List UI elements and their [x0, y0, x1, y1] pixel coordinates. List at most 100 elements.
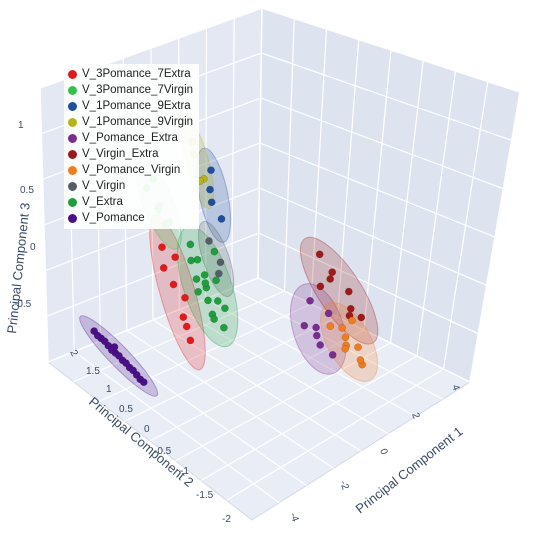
data-point — [341, 344, 350, 353]
data-point — [139, 378, 148, 387]
data-point — [328, 351, 337, 359]
data-point — [338, 324, 346, 332]
grid-line — [204, 27, 208, 300]
data-point — [100, 337, 109, 346]
data-point — [187, 256, 195, 265]
data-point — [326, 322, 335, 330]
data-point — [206, 185, 214, 194]
data-point — [110, 343, 119, 351]
legend-label: V_Extra — [82, 196, 123, 208]
x-tick-label: -4 — [287, 511, 301, 524]
grid-line — [226, 368, 444, 501]
data-point — [216, 258, 225, 267]
data-point — [315, 250, 324, 259]
grid-line — [363, 49, 392, 331]
data-point — [93, 331, 102, 340]
data-point — [115, 352, 123, 360]
data-point — [200, 271, 209, 279]
data-point — [306, 296, 314, 305]
z-tick-label: 0.5 — [20, 185, 34, 196]
data-point — [312, 331, 321, 340]
data-point — [326, 275, 335, 283]
data-point — [328, 268, 337, 277]
legend-label: V_Virgin — [82, 180, 126, 192]
data-point — [212, 276, 220, 285]
legend-marker-icon — [68, 149, 77, 159]
data-point — [193, 255, 202, 264]
z-axis-title: Principal Component 3 — [4, 202, 33, 334]
data-point — [122, 359, 130, 367]
legend-marker-icon — [68, 197, 77, 207]
grid-line — [205, 298, 416, 418]
data-point — [201, 279, 210, 287]
y-tick-label: -2 — [222, 514, 231, 525]
data-point — [182, 322, 191, 331]
data-point — [316, 341, 325, 349]
data-point — [354, 343, 362, 352]
data-point — [220, 323, 228, 332]
y-tick-label: 1.5 — [86, 366, 100, 377]
legend-marker-icon — [68, 69, 77, 79]
grid-line — [175, 342, 391, 462]
data-point — [169, 280, 178, 289]
data-point — [213, 297, 222, 305]
data-point — [181, 293, 189, 302]
x-axis-ticks: -4 -2 0 2 4 — [287, 383, 461, 524]
data-point — [357, 313, 366, 322]
data-point — [158, 243, 166, 252]
legend-item[interactable]: V_Virgin — [68, 178, 193, 194]
y-tick-label: -0.5 — [154, 446, 172, 457]
legend-label: V_Pomance_Virgin — [82, 164, 181, 176]
legend-marker-icon — [68, 117, 77, 127]
legend-marker-icon — [68, 181, 77, 191]
legend-item[interactable]: V_Pomance_Extra — [68, 130, 193, 146]
y-tick-label: 0 — [144, 424, 150, 435]
grid-line — [336, 39, 360, 318]
legend: V_3Pomance_7Extra V_3Pomance_7Virgin V_1Po… — [64, 64, 200, 229]
legend-item[interactable]: V_Extra — [68, 194, 193, 210]
legend-marker-icon — [68, 213, 77, 223]
data-point — [324, 309, 333, 318]
y-tick-label: 2 — [67, 348, 80, 358]
y-axis-ticks: 2 1.5 1 0.5 0 -0.5 -1 -1.5 -2 — [67, 348, 231, 525]
data-point — [207, 166, 215, 175]
x-tick-label: -2 — [337, 479, 351, 492]
data-point — [186, 336, 195, 345]
data-point — [205, 237, 213, 245]
data-point — [204, 296, 212, 305]
data-point — [356, 356, 365, 364]
legend-item[interactable]: V_1Pomance_9Extra — [68, 98, 193, 114]
y-tick-label: -1.5 — [196, 490, 214, 501]
data-point — [214, 269, 223, 278]
data-point — [179, 313, 188, 321]
legend-label: V_1Pomance_9Extra — [82, 100, 191, 112]
legend-item[interactable]: V_Pomance — [68, 210, 193, 226]
legend-item[interactable]: V_3Pomance_7Virgin — [68, 82, 193, 98]
data-point — [159, 264, 168, 272]
data-point — [194, 287, 203, 296]
x-tick-label: 4 — [449, 383, 461, 392]
legend-item[interactable]: V_Virgin_Extra — [68, 146, 193, 162]
legend-marker-icon — [68, 133, 77, 143]
z-tick-label: 0 — [30, 242, 36, 253]
grid-line — [178, 308, 389, 435]
grid-line — [200, 355, 418, 482]
legend-item[interactable]: V_3Pomance_7Extra — [68, 66, 193, 82]
z-axis-ticks: 1 0.5 0 -0.5 — [14, 120, 36, 310]
grid-line — [231, 287, 444, 400]
legend-label: V_Virgin_Extra — [82, 148, 159, 160]
data-point — [210, 315, 218, 323]
legend-item[interactable]: V_1Pomance_9Virgin — [68, 114, 193, 130]
data-point — [171, 253, 180, 262]
data-point — [192, 275, 201, 283]
legend-item[interactable]: V_Pomance_Virgin — [68, 162, 193, 178]
grid-line — [310, 28, 328, 305]
grid-line — [283, 18, 295, 292]
legend-label: V_Pomance — [82, 212, 145, 224]
x-tick-label: 2 — [409, 411, 421, 420]
data-point — [300, 321, 309, 330]
data-point — [129, 366, 137, 375]
z-tick-label: -0.5 — [14, 299, 32, 310]
data-point — [344, 287, 353, 296]
data-point — [186, 240, 195, 249]
